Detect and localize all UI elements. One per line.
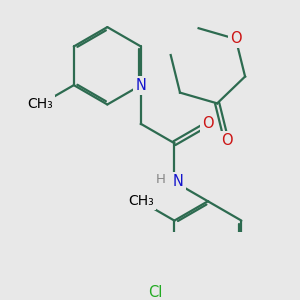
Text: N: N	[173, 174, 184, 189]
Text: N: N	[135, 78, 146, 93]
Text: H: H	[156, 173, 166, 187]
Text: O: O	[230, 32, 242, 46]
Text: O: O	[221, 134, 232, 148]
Text: Cl: Cl	[148, 285, 162, 300]
Text: O: O	[202, 116, 214, 131]
Text: CH₃: CH₃	[27, 98, 53, 112]
Text: CH₃: CH₃	[128, 194, 154, 208]
